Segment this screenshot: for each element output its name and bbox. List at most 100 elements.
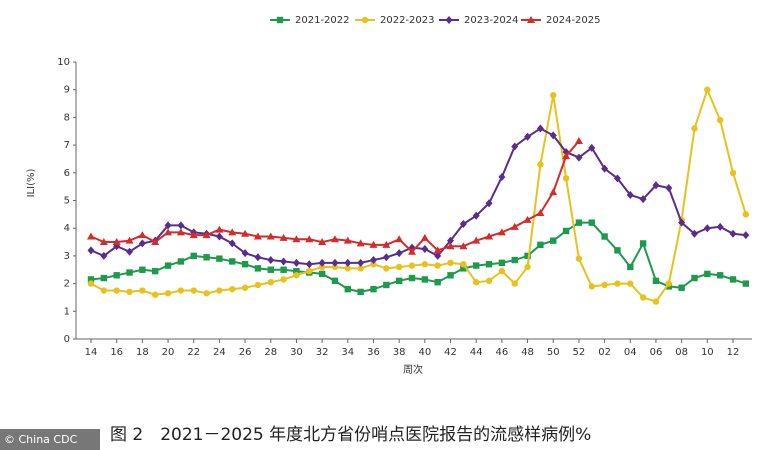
marker bbox=[460, 265, 467, 272]
marker bbox=[511, 142, 519, 151]
marker bbox=[433, 246, 442, 254]
marker bbox=[549, 131, 557, 140]
marker bbox=[613, 174, 621, 183]
x-tick-label: 16 bbox=[110, 347, 123, 358]
marker bbox=[742, 211, 750, 218]
x-tick-label: 50 bbox=[547, 347, 560, 358]
marker bbox=[549, 188, 558, 196]
marker bbox=[523, 215, 532, 223]
marker bbox=[164, 228, 173, 236]
marker bbox=[254, 281, 262, 289]
marker bbox=[420, 233, 429, 241]
x-tick-label: 38 bbox=[393, 347, 406, 358]
marker bbox=[626, 190, 634, 199]
marker bbox=[139, 287, 146, 294]
y-axis-label: ILI(%) bbox=[26, 169, 37, 198]
marker bbox=[703, 224, 711, 233]
marker bbox=[189, 231, 198, 239]
marker bbox=[575, 153, 583, 162]
series-line bbox=[90, 86, 747, 303]
marker bbox=[690, 229, 698, 238]
marker bbox=[293, 272, 300, 279]
marker bbox=[536, 208, 545, 216]
marker bbox=[691, 274, 698, 282]
y-tick-label: 6 bbox=[64, 168, 70, 179]
marker bbox=[126, 269, 133, 276]
marker bbox=[575, 255, 583, 262]
marker bbox=[445, 16, 453, 24]
x-tick-label: 36 bbox=[367, 347, 380, 358]
marker bbox=[267, 266, 274, 273]
x-tick-label: 26 bbox=[239, 347, 252, 358]
marker bbox=[87, 246, 95, 255]
marker bbox=[216, 287, 223, 294]
y-tick-label: 4 bbox=[64, 223, 70, 234]
marker bbox=[395, 277, 403, 285]
marker bbox=[601, 281, 608, 289]
x-tick-label: 12 bbox=[727, 347, 740, 358]
marker bbox=[356, 239, 365, 247]
marker bbox=[164, 221, 172, 230]
marker bbox=[421, 276, 429, 283]
marker bbox=[498, 267, 506, 275]
marker bbox=[357, 288, 364, 296]
marker bbox=[241, 261, 249, 268]
marker bbox=[151, 238, 160, 246]
y-tick-label: 3 bbox=[64, 251, 70, 262]
marker bbox=[527, 16, 535, 23]
marker bbox=[177, 287, 185, 294]
marker bbox=[176, 228, 185, 236]
marker bbox=[691, 125, 698, 132]
marker bbox=[395, 249, 403, 258]
marker bbox=[408, 247, 416, 255]
x-tick-label: 30 bbox=[290, 347, 303, 358]
marker bbox=[395, 235, 404, 243]
x-tick-label: 28 bbox=[264, 347, 277, 358]
marker bbox=[164, 262, 172, 269]
marker bbox=[678, 218, 686, 227]
marker bbox=[716, 116, 724, 124]
marker bbox=[575, 219, 583, 226]
marker bbox=[215, 232, 223, 241]
marker bbox=[639, 240, 647, 247]
marker bbox=[447, 259, 454, 267]
marker bbox=[241, 284, 249, 291]
marker bbox=[511, 280, 518, 287]
x-tick-label: 42 bbox=[444, 347, 457, 358]
x-tick-label: 34 bbox=[341, 347, 354, 358]
x-tick-label: 52 bbox=[573, 347, 586, 358]
marker bbox=[473, 262, 480, 269]
marker bbox=[550, 92, 557, 99]
marker bbox=[241, 249, 249, 258]
marker bbox=[588, 219, 595, 226]
x-tick-label: 40 bbox=[418, 347, 431, 358]
marker bbox=[318, 258, 326, 267]
marker bbox=[383, 265, 390, 272]
marker bbox=[537, 241, 544, 249]
marker bbox=[382, 253, 390, 262]
marker bbox=[421, 261, 429, 268]
marker bbox=[434, 279, 441, 286]
marker bbox=[254, 265, 262, 272]
marker bbox=[485, 232, 494, 240]
marker bbox=[704, 86, 711, 93]
series-line bbox=[90, 221, 747, 293]
marker bbox=[228, 228, 237, 236]
marker bbox=[434, 262, 441, 269]
marker bbox=[383, 281, 390, 289]
marker bbox=[485, 277, 493, 285]
marker bbox=[276, 16, 284, 24]
marker bbox=[177, 258, 185, 265]
marker bbox=[305, 235, 314, 243]
marker bbox=[537, 161, 544, 168]
marker bbox=[652, 298, 660, 305]
marker bbox=[627, 263, 634, 271]
marker bbox=[330, 235, 339, 243]
y-tick-label: 7 bbox=[64, 140, 70, 151]
x-tick-label: 18 bbox=[136, 347, 149, 358]
marker bbox=[562, 175, 570, 182]
marker bbox=[742, 231, 750, 240]
marker bbox=[678, 284, 685, 291]
marker bbox=[665, 280, 672, 287]
marker bbox=[370, 261, 377, 268]
